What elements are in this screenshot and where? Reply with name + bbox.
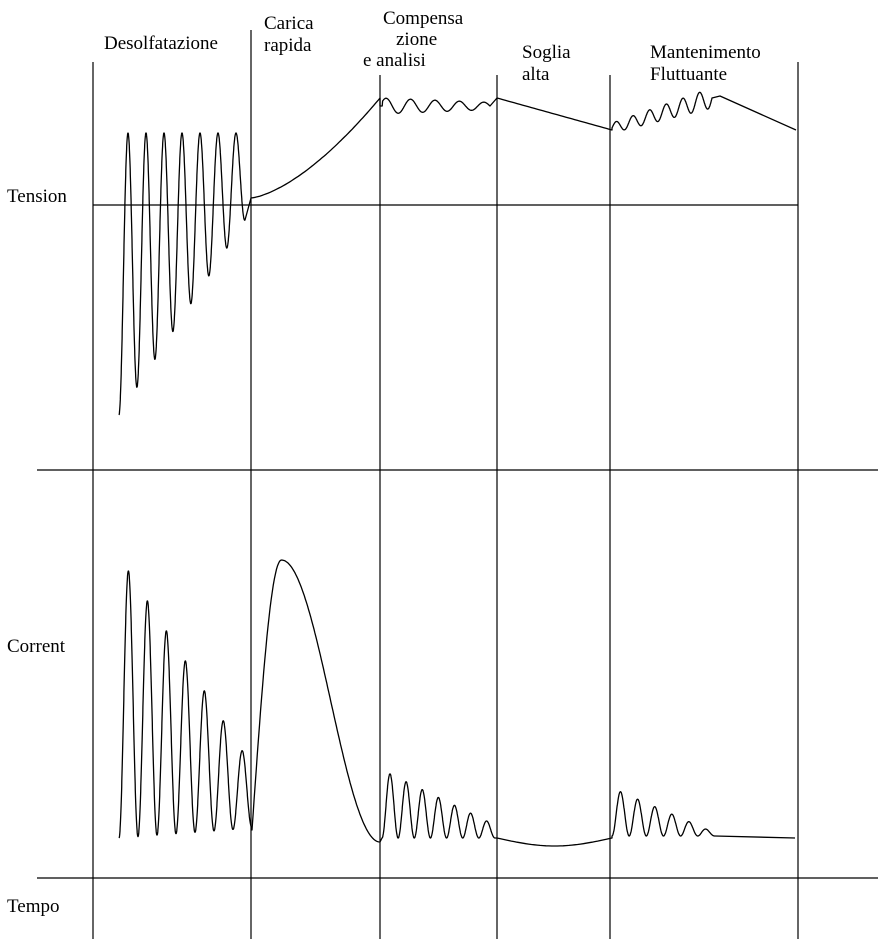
phase-label-mantenimento: Mantenimento Fluttuante — [650, 42, 766, 85]
current-axis-label: Corrent — [7, 636, 66, 657]
current-curve — [118, 559, 796, 847]
time-axis-label: Tempo — [7, 896, 60, 917]
voltage-curve — [118, 91, 797, 416]
phase-label-soglia-alta: Soglia alta — [522, 42, 575, 85]
phase-label-desolfatazione: Desolfatazione — [104, 33, 218, 54]
phase-label-compensazione: Compensa zione e analisi — [363, 8, 468, 71]
voltage-axis-label: Tension — [7, 186, 67, 207]
phase-label-carica-rapida: Carica rapida — [264, 13, 318, 56]
